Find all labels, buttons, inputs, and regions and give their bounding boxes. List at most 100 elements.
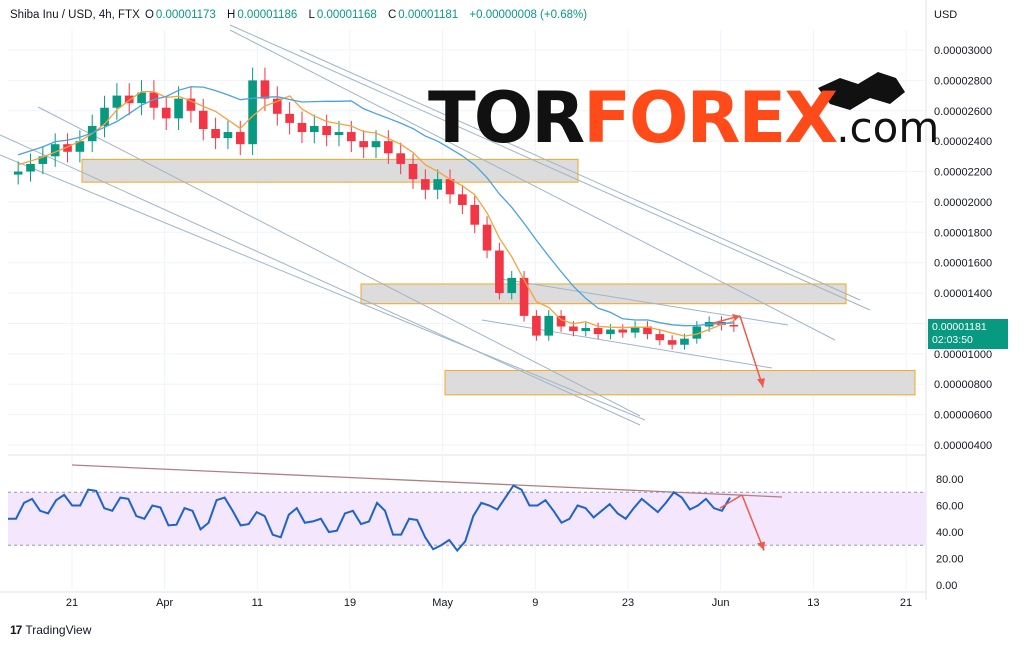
candle-body — [421, 179, 430, 190]
trend-line — [37, 106, 641, 417]
candle-body — [519, 277, 529, 316]
price-zone — [360, 283, 847, 305]
candle-body — [272, 98, 282, 114]
rsi-arrow-down — [741, 494, 765, 551]
candle-body — [260, 80, 270, 99]
candle-body — [50, 144, 60, 157]
price-tick-label: 0.00002600 — [934, 106, 992, 118]
candle-body — [235, 132, 245, 145]
price-tick-label: 0.00002000 — [934, 197, 992, 209]
price-zone — [444, 370, 916, 396]
candle-body — [186, 98, 196, 111]
time-tick-label: 11 — [252, 597, 263, 609]
low-value: 0.00001168 — [316, 9, 377, 21]
torforex-watermark: TORFOREX.com — [428, 78, 939, 168]
time-tick-label: Jun — [712, 597, 730, 609]
time-tick-label: 23 — [622, 597, 634, 609]
candle-body — [482, 224, 492, 251]
candle-body — [630, 326, 640, 333]
time-tick-label: 13 — [807, 597, 819, 609]
price-tick-label: 0.00001600 — [934, 258, 992, 270]
price-tick-label: 0.00001800 — [934, 227, 992, 239]
projection-arrowhead — [757, 378, 765, 388]
price-tick-label: 0.00000400 — [934, 440, 992, 452]
high-label: H — [227, 9, 236, 21]
rsi-line — [8, 484, 731, 553]
last-price-value: 0.00001181 — [932, 321, 987, 333]
ohlc-header: Shiba Inu / USD, 4h, FTX O 0.00001173 H 0.… — [10, 9, 595, 21]
candle-body — [569, 326, 578, 332]
time-tick-label: May — [432, 597, 453, 609]
candle-body — [581, 328, 591, 332]
candle-body — [334, 132, 344, 136]
price-tick-label: 0.00003000 — [934, 45, 992, 57]
candle-body — [297, 122, 307, 133]
candle-body — [26, 163, 35, 172]
rsi-tick-label: 20.00 — [936, 554, 964, 566]
candle-body — [112, 95, 122, 108]
bar-countdown: 02:03:50 — [932, 334, 973, 346]
price-tick-label: 0.00001000 — [934, 349, 992, 361]
low-label: L — [308, 9, 315, 21]
candle-body — [38, 156, 48, 164]
candle-body — [137, 92, 146, 104]
candle-body — [396, 153, 405, 164]
price-tick-label: 0.00002200 — [934, 167, 992, 179]
close-label: C — [387, 9, 397, 21]
rsi-arrowhead — [757, 541, 765, 551]
candle-body — [223, 132, 233, 139]
rsi-tick-label: 60.00 — [936, 501, 964, 513]
watermark-part2: FOREX — [583, 77, 838, 159]
rsi-trend-line — [71, 464, 783, 498]
candle-body — [63, 144, 72, 152]
time-tick-label: 19 — [344, 597, 356, 609]
ema-fast-line — [17, 90, 734, 337]
candle-body — [433, 179, 443, 190]
rsi-tick-label: 80.00 — [936, 474, 964, 486]
candle-body — [285, 113, 294, 123]
symbol-label: Shiba Inu / USD, 4h, FTX — [10, 9, 140, 21]
time-tick-label: Apr — [156, 597, 173, 609]
price-zone — [81, 158, 579, 183]
candle-body — [606, 329, 615, 335]
price-tick-label: 0.00000600 — [934, 410, 992, 422]
candle-body — [445, 179, 455, 195]
candle-body — [161, 107, 171, 119]
rsi-tick-label: 0.00 — [936, 580, 957, 592]
candle-body — [211, 129, 220, 139]
tradingview-logo-icon: 17 — [10, 623, 22, 637]
trend-line — [299, 49, 861, 301]
change-value: +0.00000008 (+0.68%) — [469, 9, 588, 21]
price-tick-label: 0.00001400 — [934, 288, 992, 300]
watermark-part1: TOR — [428, 77, 585, 159]
candle-body — [618, 329, 628, 333]
open-value: 0.00001173 — [155, 9, 216, 21]
rsi-arrow-up — [719, 494, 743, 509]
candle-body — [643, 326, 652, 335]
trend-line — [0, 154, 646, 421]
candle-body — [655, 334, 665, 341]
open-label: O — [144, 9, 154, 21]
candle-body — [75, 141, 85, 152]
candle-body — [470, 204, 480, 225]
candle-body — [408, 163, 418, 180]
candle-body — [556, 315, 566, 327]
projection-arrowhead — [732, 313, 740, 321]
candle-body — [100, 107, 109, 126]
candle-body — [309, 125, 319, 133]
candle-body — [692, 326, 702, 339]
candle-body — [248, 80, 257, 145]
tradingview-logo[interactable]: 17 TradingView — [10, 623, 91, 637]
price-tick-label: 0.00002400 — [934, 136, 992, 148]
candle-body — [384, 141, 393, 154]
axis-currency: USD — [934, 9, 958, 21]
time-tick-label: 9 — [532, 597, 538, 609]
tradingview-brand: TradingView — [25, 623, 92, 637]
watermark-part3: .com — [836, 103, 940, 152]
candle-body — [680, 338, 689, 345]
candle-body — [495, 250, 504, 294]
bull-logo-icon — [818, 72, 905, 110]
trend-line — [229, 29, 836, 341]
